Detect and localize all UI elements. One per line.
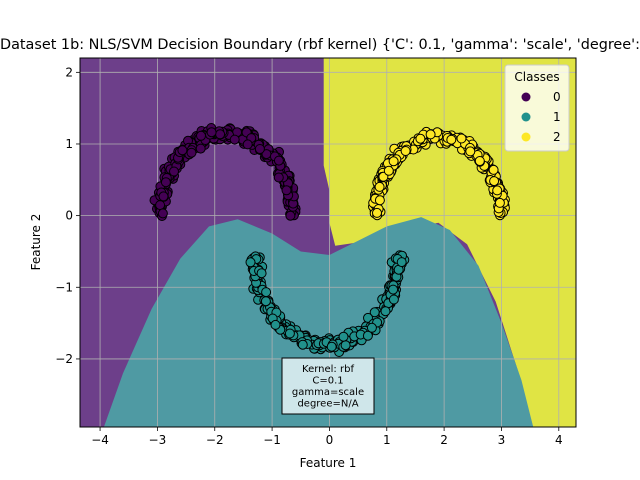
x-tick-label: 0: [326, 433, 334, 447]
point-class-0: [273, 172, 284, 183]
point-class-1: [284, 328, 295, 339]
x-tick-label: −1: [263, 433, 281, 447]
point-class-2: [474, 156, 485, 166]
point-class-0: [273, 155, 284, 166]
point-class-0: [242, 139, 253, 150]
point-class-2: [374, 181, 385, 192]
x-axis-label: Feature 1: [300, 456, 357, 470]
legend-label-0: 0: [553, 90, 561, 104]
x-tick-label: 1: [383, 433, 391, 447]
point-class-2: [400, 146, 411, 156]
region-class-1: [103, 217, 534, 427]
point-class-2: [388, 156, 399, 167]
point-class-1: [396, 257, 407, 268]
point-class-2: [489, 176, 500, 187]
legend-label-2: 2: [553, 130, 561, 144]
point-class-1: [388, 294, 399, 305]
point-class-1: [362, 330, 373, 341]
info-line: C=0.1: [312, 376, 343, 387]
point-class-0: [158, 191, 169, 202]
y-axis: −2 −1 0 1 2: [55, 65, 80, 366]
point-class-2: [492, 185, 503, 196]
y-tick-label: −1: [55, 280, 73, 294]
info-line: gamma=scale: [292, 387, 364, 398]
point-class-2: [372, 207, 382, 218]
legend-marker-1: [521, 112, 531, 122]
y-tick-label: 0: [65, 209, 73, 223]
point-class-2: [456, 133, 467, 144]
point-class-1: [270, 319, 281, 330]
y-axis-label: Feature 2: [29, 214, 43, 271]
point-class-2: [446, 134, 457, 145]
y-tick-label: −2: [55, 352, 73, 366]
y-tick-label: 1: [65, 137, 73, 151]
point-class-1: [261, 287, 272, 298]
plot-frame: [79, 57, 577, 428]
x-tick-label: 4: [555, 433, 563, 447]
point-class-1: [366, 322, 377, 333]
legend-label-1: 1: [553, 110, 561, 124]
point-class-1: [326, 341, 337, 352]
x-axis: −4 −3 −2 −1 0 1 2 3 4: [91, 427, 563, 447]
legend-marker-2: [521, 132, 531, 142]
point-class-1: [245, 257, 256, 268]
point-class-0: [169, 166, 179, 177]
point-class-0: [281, 185, 292, 196]
point-class-0: [186, 147, 197, 158]
legend: Classes 0 1 2: [504, 64, 570, 152]
point-class-0: [206, 127, 217, 138]
point-class-0: [155, 200, 166, 211]
point-class-0: [215, 129, 226, 140]
point-class-1: [340, 340, 351, 351]
x-tick-label: −2: [206, 433, 224, 447]
legend-title: Classes: [514, 70, 559, 84]
point-class-2: [374, 195, 385, 206]
point-class-0: [160, 177, 171, 188]
point-class-1: [297, 339, 308, 350]
point-class-2: [383, 165, 394, 176]
point-class-0: [177, 145, 188, 156]
point-class-1: [388, 284, 399, 295]
scatter-points: [149, 123, 510, 357]
x-tick-label: −4: [91, 433, 109, 447]
info-line: Kernel: rbf: [302, 364, 354, 375]
chart-title: Dataset 1b: NLS/SVM Decision Boundary (r…: [0, 37, 640, 53]
point-class-0: [229, 134, 240, 145]
point-class-0: [157, 208, 168, 219]
point-class-2: [425, 129, 436, 140]
point-class-0: [285, 210, 296, 221]
point-class-0: [196, 130, 206, 141]
point-class-2: [494, 197, 505, 208]
point-class-2: [465, 146, 476, 157]
point-class-1: [338, 331, 349, 342]
point-class-2: [415, 133, 426, 144]
point-class-1: [256, 268, 267, 279]
x-tick-label: −3: [149, 433, 167, 447]
point-class-0: [254, 144, 265, 154]
x-tick-label: 2: [440, 433, 448, 447]
y-tick-label: 2: [65, 65, 73, 79]
point-class-1: [260, 296, 271, 307]
info-line: degree=N/A: [297, 399, 358, 410]
point-class-0: [195, 143, 206, 154]
point-class-1: [380, 306, 391, 317]
point-class-2: [488, 164, 499, 175]
legend-marker-0: [521, 92, 531, 102]
x-tick-label: 3: [498, 433, 506, 447]
